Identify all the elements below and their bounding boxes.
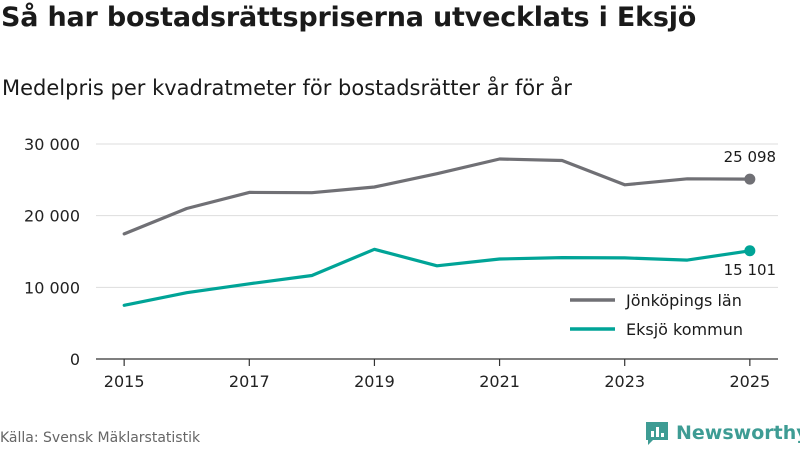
y-tick-label: 20 000 [24, 207, 80, 226]
x-tick-label: 2021 [479, 372, 520, 391]
x-tick-label: 2023 [604, 372, 645, 391]
x-tick-label: 2015 [104, 372, 145, 391]
end-value-label-1: 15 101 [724, 261, 777, 279]
x-tick-label: 2019 [354, 372, 395, 391]
x-tick-label: 2025 [729, 372, 770, 391]
series-end-point-0 [744, 173, 756, 185]
newsworthy-logo-icon [646, 422, 668, 445]
legend: Jönköpings län Eksjö kommun [570, 291, 743, 339]
line-chart: 0 10 000 20 000 30 000 2015 2017 2019 2021 2023 2… [24, 135, 778, 391]
y-tick-label: 10 000 [24, 278, 80, 297]
grid-lines [96, 143, 778, 288]
series-end-point-1 [744, 245, 756, 257]
y-tick-label: 0 [70, 350, 80, 369]
legend-label-0: Jönköpings län [625, 291, 742, 310]
chart-subtitle: Medelpris per kvadratmeter för bostadsrä… [2, 76, 572, 100]
axes: 0 10 000 20 000 30 000 2015 2017 2019 2021 2023 2… [24, 135, 778, 391]
series-lines [122, 157, 756, 307]
brand-logo: Newsworthy [644, 420, 800, 446]
series-line-0 [122, 157, 752, 236]
x-tick-label: 2017 [229, 372, 270, 391]
brand-name: Newsworthy [676, 422, 800, 444]
series-line-1 [122, 247, 752, 307]
y-tick-label: 30 000 [24, 135, 80, 154]
data-labels: 25 098 15 101 [724, 148, 777, 279]
source-note: Källa: Svensk Mäklarstatistik [0, 430, 201, 446]
end-value-label-0: 25 098 [724, 148, 777, 166]
legend-label-1: Eksjö kommun [626, 320, 743, 339]
chart-title: Så har bostadsrättspriserna utvecklats i… [1, 2, 697, 33]
